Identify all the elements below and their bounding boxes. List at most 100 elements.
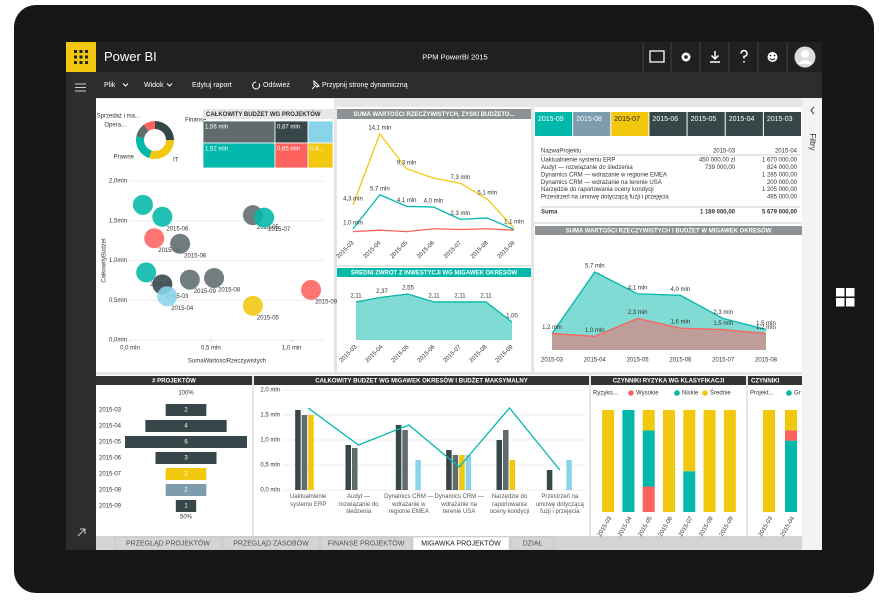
avatar[interactable] bbox=[794, 46, 816, 68]
line bbox=[352, 228, 515, 233]
data-label: 2 bbox=[184, 408, 188, 414]
launcher-dots bbox=[74, 50, 88, 64]
tab-label: DZIAŁ bbox=[523, 540, 543, 547]
slice-label: Finanse bbox=[185, 118, 207, 124]
line bbox=[352, 132, 515, 229]
data-label: 1,0 mln bbox=[343, 220, 363, 226]
funnel-bar bbox=[125, 436, 247, 448]
table-cell: 1 205 000,00 bbox=[762, 187, 798, 193]
category-label: 2015-08 bbox=[99, 488, 122, 494]
menu-item[interactable]: Przypnij stronę dynamiczną bbox=[322, 82, 408, 89]
data-label: 1 bbox=[184, 504, 188, 510]
scatter-point bbox=[301, 279, 322, 300]
slicer-item[interactable] bbox=[535, 112, 573, 136]
slice-label: Opera... bbox=[104, 123, 126, 129]
x-tick-label: 1,0 mln bbox=[282, 346, 302, 352]
bar bbox=[352, 448, 358, 490]
scatter-point bbox=[170, 233, 191, 254]
stacked-segment bbox=[663, 410, 675, 512]
menu-item[interactable]: Plik bbox=[104, 82, 116, 89]
feedback-icon[interactable] bbox=[767, 52, 778, 62]
table-cell: 739 000,00 bbox=[705, 165, 736, 171]
bar bbox=[503, 430, 509, 490]
slice-label: Sprzedaż i ma... bbox=[97, 114, 141, 120]
category-label: 2015-04 bbox=[99, 424, 122, 430]
funnel-top-label: 100% bbox=[178, 391, 194, 397]
donut-slice bbox=[149, 140, 174, 159]
data-label: 6 bbox=[184, 440, 188, 446]
data-label: 1,56 mln bbox=[205, 125, 228, 131]
category-label: 2015-07 bbox=[99, 472, 122, 478]
chart-title: CZYNNIKI RYZYKA WG KLASYFIKACJI bbox=[613, 379, 725, 385]
data-label: 0,87 mln bbox=[277, 125, 300, 131]
x-tick-label: Dynamics CRM — wdrażanie na terenie USA bbox=[434, 494, 484, 515]
menu-item[interactable]: Edytuj raport bbox=[192, 82, 232, 89]
area-fill bbox=[552, 318, 766, 350]
table-cell: 495 000,00 bbox=[767, 195, 798, 201]
data-label: 2 bbox=[184, 472, 188, 478]
download-icon[interactable] bbox=[710, 51, 720, 63]
slicer-item[interactable] bbox=[687, 112, 725, 136]
filters-label[interactable]: Filtry bbox=[808, 133, 817, 150]
slicer-item[interactable] bbox=[611, 112, 649, 136]
table-total: Suma bbox=[541, 210, 558, 216]
x-axis-title: SumaWartościRzeczywistych bbox=[188, 359, 266, 365]
x-tick-label: Narzędzie do raportowania oceny kondycji bbox=[489, 494, 530, 515]
data-label: 2,3 mln bbox=[713, 310, 733, 316]
x-tick-label: 2015-03 bbox=[541, 358, 564, 364]
data-label: 2,11 bbox=[454, 294, 466, 300]
slicer-label: 2015-04 bbox=[729, 116, 755, 123]
tab[interactable] bbox=[222, 536, 320, 550]
hamburger-icon[interactable] bbox=[75, 83, 86, 92]
fullscreen-icon[interactable] bbox=[649, 50, 665, 63]
y-tick-label: 0,5mln bbox=[109, 298, 127, 304]
data-label: 14,1 mln bbox=[368, 126, 391, 132]
settings-icon[interactable] bbox=[681, 52, 691, 62]
slicer-item[interactable] bbox=[763, 112, 801, 136]
filters-pane[interactable] bbox=[802, 98, 822, 550]
category-label: 2015-09 bbox=[99, 504, 122, 510]
expand-icon[interactable] bbox=[77, 528, 86, 537]
menu-item[interactable]: Widok bbox=[144, 82, 164, 89]
tab[interactable] bbox=[114, 536, 222, 550]
table-cell: 824 000,00 bbox=[767, 165, 798, 171]
slicer-item[interactable] bbox=[725, 112, 763, 136]
data-label: 1,5 mln bbox=[756, 321, 776, 327]
stacked-segment bbox=[642, 430, 655, 487]
scatter-point bbox=[204, 267, 225, 288]
y-tick-label: 2,0mln bbox=[109, 179, 127, 185]
pin-icon bbox=[311, 79, 320, 90]
stacked-segment bbox=[763, 410, 775, 512]
donut-slice bbox=[136, 124, 149, 138]
x-tick-label: 2015-04 bbox=[584, 358, 607, 364]
scatter-point bbox=[152, 206, 173, 227]
tab-label: MIGAWKA PROJEKTÓW bbox=[421, 538, 501, 547]
legend-label: Niskie bbox=[682, 391, 699, 397]
treemap-tile bbox=[307, 142, 334, 169]
tab[interactable] bbox=[320, 536, 412, 550]
category-label: 2015-05 bbox=[99, 440, 122, 446]
tab-label: FINANSE PROJEKTÓW bbox=[328, 538, 405, 547]
table-cell: Dynamics CRM — wdrażanie na terenie USA bbox=[541, 180, 662, 186]
data-label: 5,1 mln bbox=[477, 191, 497, 197]
x-tick-label: Dynamics CRM — wdrażanie w regionie EMEA bbox=[384, 494, 434, 515]
data-label: 2,3 mln bbox=[628, 310, 648, 316]
legend-swatch bbox=[786, 390, 792, 396]
help-icon[interactable] bbox=[740, 49, 748, 63]
data-label: 4,1 mln bbox=[628, 285, 648, 291]
chevron bbox=[166, 83, 173, 87]
slicer-item[interactable] bbox=[573, 112, 611, 136]
tab[interactable] bbox=[412, 536, 510, 550]
legend-swatch bbox=[702, 390, 708, 396]
slicer-label: 2015-06 bbox=[652, 116, 678, 123]
tab[interactable] bbox=[510, 536, 555, 550]
point-label: 2015-05 bbox=[257, 225, 280, 231]
point-label: 2015-09 bbox=[315, 299, 338, 305]
slicer-item[interactable] bbox=[649, 112, 687, 136]
x-tick-label: Przestrzeń na umowę dotyczącą fuzji i pr… bbox=[535, 494, 584, 515]
data-label: 1,52 mln bbox=[205, 147, 228, 153]
collapse-icon[interactable] bbox=[810, 106, 815, 115]
menu-item[interactable]: Odśwież bbox=[263, 82, 290, 89]
table-cell: Dynamics CRM — wdrażanie w regionie EMEA bbox=[541, 172, 667, 178]
slicer-label: 2015-08 bbox=[576, 116, 602, 123]
